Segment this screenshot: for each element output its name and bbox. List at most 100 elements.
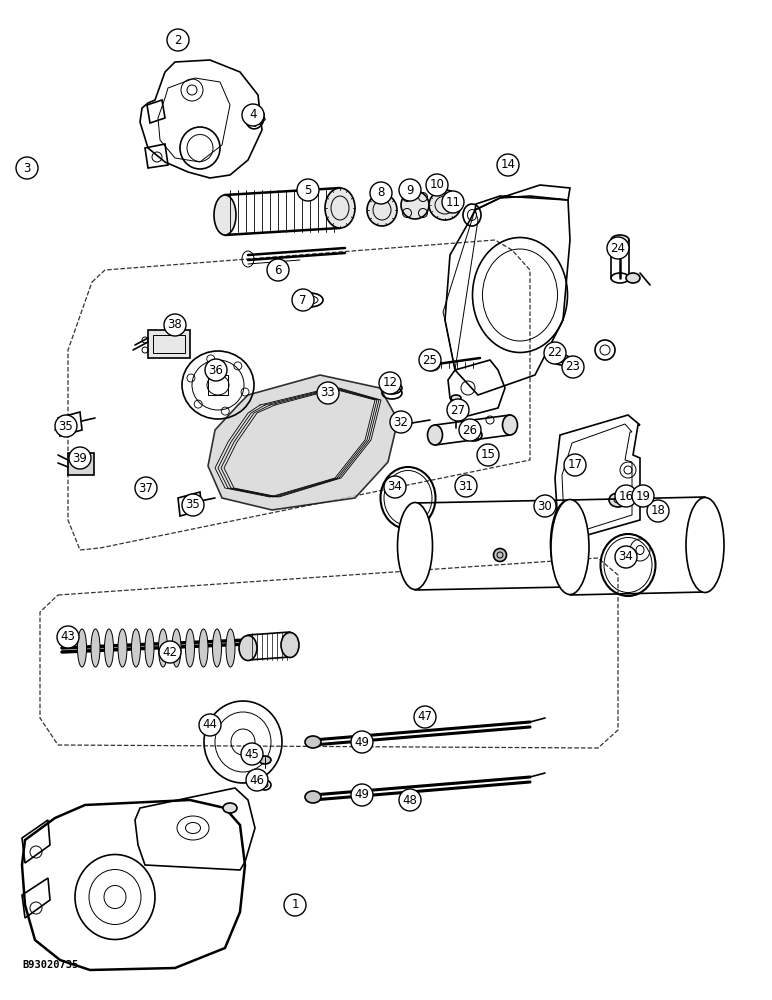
Ellipse shape [392, 420, 408, 430]
Circle shape [182, 494, 204, 516]
Circle shape [55, 415, 77, 437]
Circle shape [414, 706, 436, 728]
Ellipse shape [214, 195, 236, 235]
Circle shape [399, 789, 421, 811]
Text: 34: 34 [618, 550, 634, 564]
Text: 8: 8 [378, 186, 384, 200]
Ellipse shape [158, 629, 168, 667]
Ellipse shape [223, 803, 237, 813]
Text: 49: 49 [354, 788, 370, 802]
Text: 35: 35 [185, 498, 201, 512]
Circle shape [390, 411, 412, 433]
Circle shape [419, 349, 441, 371]
Text: 48: 48 [402, 794, 418, 806]
Text: 43: 43 [60, 631, 76, 644]
Ellipse shape [259, 756, 271, 764]
Text: 31: 31 [459, 480, 473, 492]
Circle shape [426, 174, 448, 196]
Ellipse shape [462, 486, 474, 494]
Ellipse shape [401, 191, 429, 219]
Text: 6: 6 [274, 263, 282, 276]
Circle shape [370, 182, 392, 204]
Text: 37: 37 [138, 482, 154, 494]
Ellipse shape [145, 629, 154, 667]
Text: 25: 25 [422, 354, 438, 366]
Circle shape [297, 179, 319, 201]
Text: 14: 14 [500, 158, 516, 172]
Text: 3: 3 [23, 161, 31, 174]
Circle shape [267, 259, 289, 281]
Ellipse shape [91, 629, 100, 667]
Ellipse shape [199, 629, 208, 667]
Text: 44: 44 [202, 718, 218, 732]
Text: 42: 42 [162, 646, 178, 658]
Circle shape [16, 157, 38, 179]
Ellipse shape [77, 629, 86, 667]
Circle shape [135, 477, 157, 499]
Text: 19: 19 [635, 489, 651, 502]
Ellipse shape [550, 500, 585, 587]
Text: 7: 7 [300, 294, 306, 306]
Ellipse shape [185, 629, 195, 667]
Circle shape [534, 495, 556, 517]
Circle shape [292, 289, 314, 311]
Text: 47: 47 [418, 710, 432, 724]
Circle shape [497, 154, 519, 176]
Circle shape [205, 359, 227, 381]
Ellipse shape [686, 497, 724, 592]
Circle shape [399, 179, 421, 201]
Circle shape [459, 419, 481, 441]
Text: 39: 39 [73, 452, 87, 464]
Circle shape [167, 29, 189, 51]
Text: B93020735: B93020735 [22, 960, 78, 970]
Text: 46: 46 [249, 774, 265, 786]
Circle shape [562, 356, 584, 378]
Circle shape [632, 485, 654, 507]
Text: 38: 38 [168, 318, 182, 332]
Bar [208, 375, 228, 395]
Circle shape [442, 191, 464, 213]
Text: 16: 16 [618, 489, 634, 502]
Ellipse shape [226, 629, 235, 667]
Text: 12: 12 [382, 376, 398, 389]
Circle shape [317, 382, 339, 404]
Text: 36: 36 [208, 363, 223, 376]
Text: 5: 5 [304, 184, 312, 196]
Circle shape [477, 444, 499, 466]
Ellipse shape [212, 629, 222, 667]
Circle shape [246, 769, 268, 791]
Circle shape [199, 714, 221, 736]
Ellipse shape [503, 415, 517, 435]
Ellipse shape [104, 629, 113, 667]
Ellipse shape [611, 235, 629, 245]
Text: 32: 32 [394, 416, 408, 428]
Ellipse shape [451, 395, 461, 401]
Text: 15: 15 [480, 448, 496, 462]
Ellipse shape [131, 629, 141, 667]
Text: 4: 4 [249, 108, 257, 121]
Ellipse shape [172, 629, 181, 667]
Circle shape [284, 894, 306, 916]
Ellipse shape [429, 190, 461, 220]
Text: 35: 35 [59, 420, 73, 432]
Circle shape [647, 500, 669, 522]
Text: 11: 11 [445, 196, 461, 209]
Ellipse shape [239, 636, 257, 660]
Ellipse shape [305, 791, 321, 803]
Circle shape [159, 641, 181, 663]
Circle shape [379, 372, 401, 394]
Text: 23: 23 [566, 360, 581, 373]
Circle shape [447, 399, 469, 421]
Bar [153, 335, 185, 353]
Ellipse shape [626, 273, 640, 283]
Circle shape [544, 342, 566, 364]
Circle shape [455, 475, 477, 497]
Text: 1: 1 [291, 898, 299, 912]
Bar [148, 330, 190, 358]
Ellipse shape [281, 633, 299, 658]
Text: 22: 22 [547, 347, 563, 360]
Ellipse shape [305, 736, 321, 748]
Text: 17: 17 [567, 458, 583, 472]
Text: 18: 18 [651, 504, 665, 518]
Text: 45: 45 [245, 748, 259, 760]
